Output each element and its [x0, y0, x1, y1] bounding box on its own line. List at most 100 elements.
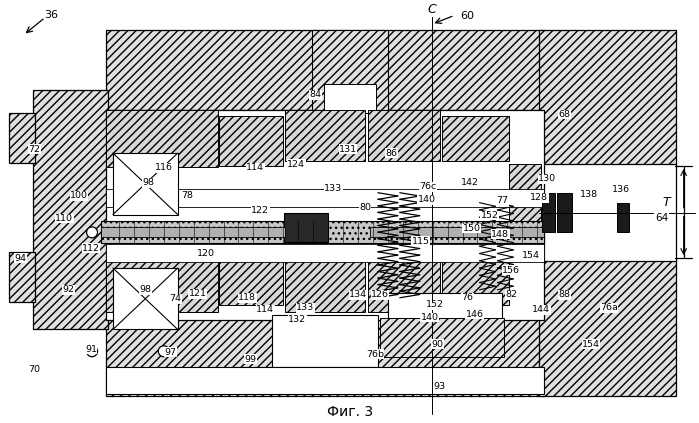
Text: 114: 114: [246, 163, 264, 173]
Text: 124: 124: [287, 159, 305, 168]
Bar: [219, 255, 283, 305]
Text: 112: 112: [82, 244, 100, 253]
Text: 115: 115: [412, 237, 430, 246]
Bar: [284, 212, 328, 242]
Bar: [106, 315, 545, 396]
Text: 70: 70: [28, 365, 41, 374]
Text: 133: 133: [324, 184, 343, 193]
Text: 142: 142: [461, 179, 479, 187]
Bar: [368, 110, 440, 161]
Text: 99: 99: [245, 355, 257, 364]
Text: 36: 36: [44, 11, 58, 20]
Text: Фиг. 3: Фиг. 3: [327, 405, 373, 419]
Text: 92: 92: [62, 286, 74, 294]
Bar: [285, 110, 365, 161]
Bar: [617, 203, 629, 232]
Bar: [9, 113, 35, 163]
Text: 136: 136: [612, 185, 630, 194]
Circle shape: [158, 346, 169, 357]
Text: 76c: 76c: [419, 182, 436, 191]
Text: 126: 126: [371, 290, 389, 299]
Text: 82: 82: [505, 290, 517, 299]
Bar: [106, 244, 545, 262]
Text: 122: 122: [252, 206, 269, 215]
Text: 140: 140: [418, 195, 435, 204]
Bar: [285, 260, 365, 312]
Text: 144: 144: [532, 305, 550, 314]
Text: 146: 146: [466, 310, 484, 319]
Bar: [442, 260, 510, 305]
Text: 68: 68: [558, 110, 570, 119]
Text: 91: 91: [85, 345, 97, 354]
Text: 93: 93: [433, 382, 446, 391]
Bar: [370, 228, 545, 237]
Text: 97: 97: [165, 348, 177, 357]
Text: C: C: [427, 3, 436, 16]
Text: 132: 132: [288, 315, 306, 324]
Text: 138: 138: [580, 190, 598, 199]
Text: 133: 133: [296, 303, 315, 312]
Text: 156: 156: [503, 266, 520, 275]
Text: 74: 74: [170, 294, 182, 303]
Text: 100: 100: [70, 191, 88, 200]
Text: 90: 90: [432, 340, 444, 349]
Bar: [106, 110, 217, 167]
Text: 152: 152: [426, 300, 444, 309]
Bar: [106, 254, 217, 312]
Text: 116: 116: [154, 163, 173, 173]
Bar: [312, 30, 388, 110]
Bar: [106, 30, 545, 110]
Bar: [34, 90, 108, 330]
Bar: [539, 164, 676, 261]
Bar: [539, 258, 676, 396]
Text: 76b: 76b: [366, 350, 384, 359]
Text: 94: 94: [14, 254, 27, 263]
Bar: [273, 315, 378, 372]
Bar: [542, 193, 555, 232]
Text: 148: 148: [491, 230, 510, 239]
Text: T: T: [663, 196, 670, 209]
Bar: [539, 30, 676, 167]
Bar: [510, 164, 541, 261]
Text: 118: 118: [238, 293, 257, 302]
Text: 110: 110: [55, 214, 73, 223]
Text: 80: 80: [359, 203, 371, 212]
Text: 154: 154: [522, 251, 540, 260]
Text: 84: 84: [309, 90, 321, 99]
Text: 140: 140: [421, 313, 439, 322]
Bar: [9, 252, 35, 302]
Bar: [442, 116, 510, 161]
Text: 134: 134: [349, 290, 367, 299]
Text: 128: 128: [531, 193, 548, 202]
Text: 72: 72: [28, 145, 41, 154]
Text: 121: 121: [189, 289, 207, 298]
Text: 88: 88: [558, 290, 570, 299]
Text: 130: 130: [538, 174, 556, 183]
Text: 98: 98: [143, 179, 154, 187]
Bar: [557, 193, 572, 232]
Bar: [219, 116, 283, 166]
Text: 150: 150: [463, 224, 480, 233]
Text: 98: 98: [140, 286, 152, 294]
Text: 78: 78: [182, 191, 194, 200]
Text: 120: 120: [196, 249, 215, 258]
Text: 131: 131: [339, 145, 357, 154]
Circle shape: [87, 227, 97, 238]
Bar: [106, 189, 545, 206]
Bar: [101, 222, 545, 243]
Bar: [324, 84, 376, 113]
Text: 154: 154: [582, 340, 600, 349]
Bar: [113, 268, 178, 330]
Text: 77: 77: [496, 196, 508, 205]
Text: 76: 76: [461, 293, 473, 302]
Text: 86: 86: [386, 148, 398, 158]
Bar: [368, 260, 440, 312]
Text: 60: 60: [461, 11, 475, 22]
Bar: [380, 318, 505, 357]
Circle shape: [87, 346, 97, 357]
Text: 114: 114: [257, 305, 274, 314]
Bar: [388, 293, 503, 350]
Bar: [106, 110, 545, 319]
Bar: [106, 367, 545, 394]
Bar: [273, 367, 378, 394]
